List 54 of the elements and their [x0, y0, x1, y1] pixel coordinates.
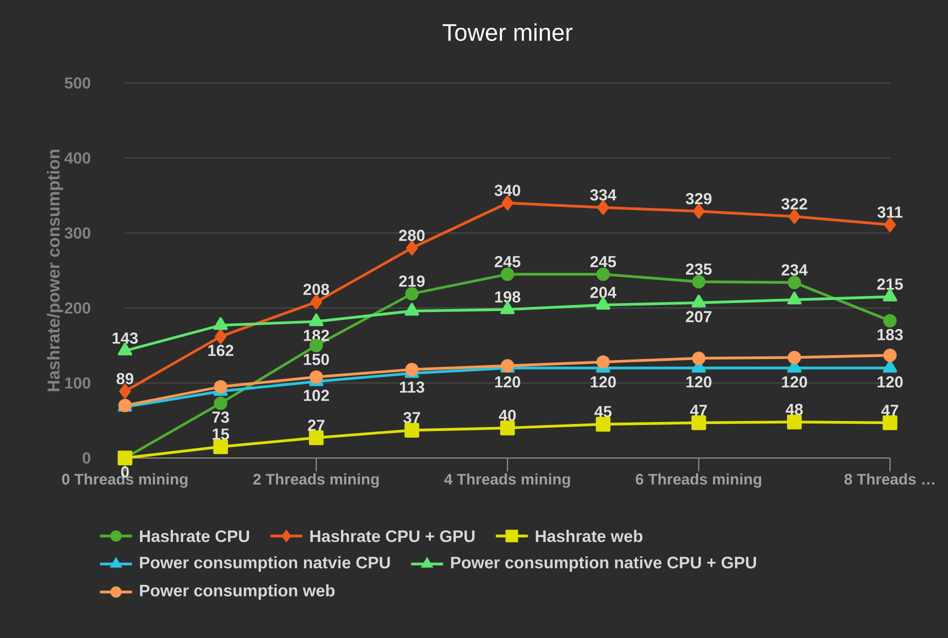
y-tick-label: 0	[82, 452, 90, 464]
x-tick-label: 4 Threads mining	[444, 473, 570, 488]
x-tick-label: 6 Threads mining	[636, 473, 762, 488]
legend-label: Hashrate CPU + GPU	[310, 530, 475, 542]
data-label: 245	[494, 256, 520, 268]
data-label: 120	[782, 376, 808, 388]
data-label: 183	[878, 329, 903, 340]
y-axis-title: Hashrate/power consumption	[46, 150, 64, 392]
data-label: 245	[590, 256, 616, 268]
legend-label: Power consumption natvie CPU	[140, 556, 390, 572]
data-label: 340	[494, 184, 520, 196]
data-label: 215	[877, 278, 903, 290]
legend-label: Power consumption native CPU + GPU	[451, 556, 756, 572]
data-label: 208	[303, 284, 330, 296]
data-label: 120	[590, 376, 616, 388]
data-label: 198	[495, 291, 520, 303]
data-label: 15	[212, 428, 230, 440]
data-label: 47	[690, 404, 707, 416]
data-label: 334	[590, 189, 616, 201]
data-label: 234	[782, 264, 808, 276]
data-label: 322	[781, 198, 808, 210]
data-label: 143	[112, 332, 138, 344]
data-label: 207	[686, 311, 712, 322]
data-label: 113	[400, 382, 424, 393]
y-tick-label: 300	[64, 227, 90, 239]
chart-title: Tower miner	[442, 23, 572, 41]
data-label: 150	[304, 354, 329, 366]
data-label: 45	[594, 406, 612, 418]
data-label: 48	[786, 404, 803, 416]
y-tick-label: 500	[64, 77, 90, 89]
legend-label: Power consumption web	[140, 584, 335, 600]
data-label: 89	[116, 372, 134, 384]
data-label: 120	[686, 376, 712, 388]
data-label: 280	[399, 230, 425, 242]
data-label: 329	[686, 192, 712, 204]
y-tick-label: 200	[64, 302, 90, 314]
data-label: 120	[495, 376, 520, 388]
data-label: 235	[686, 263, 712, 275]
data-label: 162	[208, 344, 234, 356]
x-tick-label: 2 Threads mining	[253, 473, 379, 488]
data-label: 120	[878, 376, 903, 388]
legend-label: Hashrate web	[536, 530, 642, 542]
data-label: 204	[590, 286, 616, 298]
data-label: 102	[304, 390, 329, 402]
legend-label: Hashrate CPU	[140, 530, 250, 542]
data-label: 40	[498, 410, 516, 422]
y-tick-label: 400	[64, 152, 90, 164]
data-label: 73	[212, 412, 229, 423]
data-label: 47	[881, 404, 898, 416]
x-tick-label: 8 Threads …	[844, 473, 934, 485]
data-label: 37	[403, 412, 420, 424]
data-label: 219	[399, 275, 425, 287]
y-tick-label: 100	[65, 377, 90, 389]
data-label: 311	[877, 206, 902, 218]
